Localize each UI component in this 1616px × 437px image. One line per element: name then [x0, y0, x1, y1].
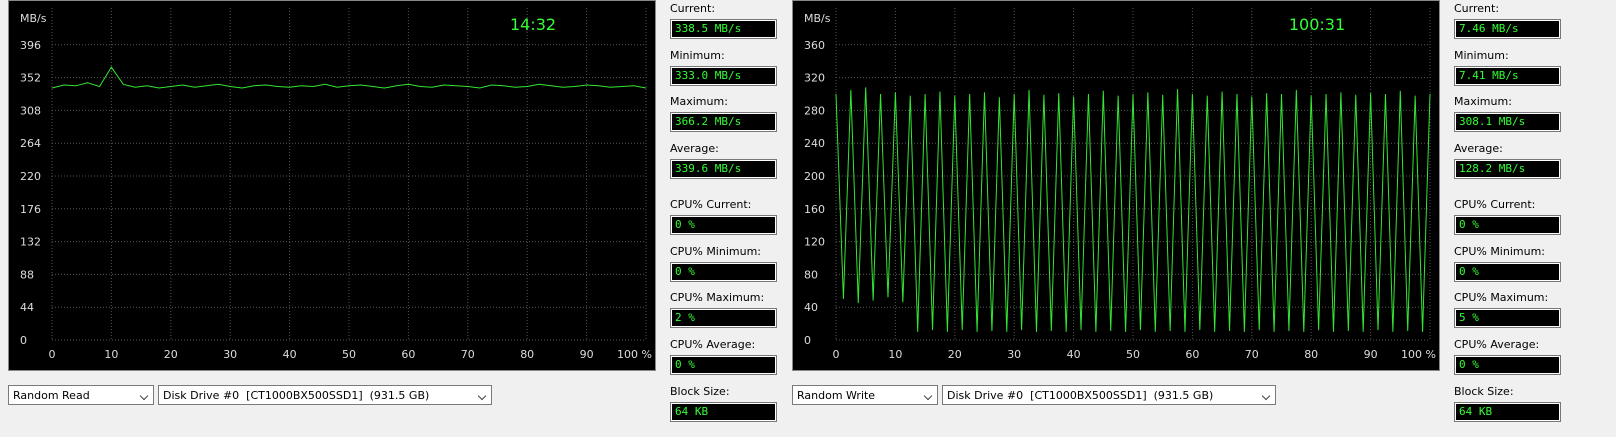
x-tick-label: 60 — [1185, 348, 1199, 361]
y-tick-label: 396 — [20, 39, 41, 52]
chart-frame — [792, 0, 1440, 371]
x-tick-label: 100 % — [617, 348, 652, 361]
chart-frame — [8, 0, 656, 371]
stat-value: 2 % — [670, 308, 777, 328]
stat-label: Current: — [1454, 2, 1500, 15]
y-axis-label: MB/s — [20, 12, 47, 25]
stat-value: 64 KB — [1454, 402, 1561, 422]
chart: MB/s 0 40 80 120 160 200 240 280 320 360 0 10 20 30 40 5… — [792, 0, 1440, 371]
x-tick-label: 60 — [401, 348, 415, 361]
stat-value: 366.2 MB/s — [670, 112, 777, 132]
y-tick-label: 40 — [804, 301, 818, 314]
x-tick-label: 40 — [283, 348, 297, 361]
x-tick-label: 100 % — [1401, 348, 1436, 361]
data-line — [51, 66, 647, 89]
y-tick-label: 0 — [20, 334, 27, 347]
y-tick-label: 352 — [20, 72, 41, 85]
y-tick-label: 320 — [804, 72, 825, 85]
x-tick-label: 50 — [342, 348, 356, 361]
x-tick-label: 90 — [580, 348, 594, 361]
drive-dropdown[interactable]: Disk Drive #0 [CT1000BX500SSD1] (931.5 G… — [158, 385, 492, 405]
stat-label: Current: — [670, 2, 716, 15]
stat-label: CPU% Minimum: — [1454, 245, 1545, 258]
stat-label: CPU% Current: — [670, 198, 752, 211]
stat-label: CPU% Average: — [670, 338, 756, 351]
x-tick-label: 10 — [104, 348, 118, 361]
x-tick-label: 50 — [1126, 348, 1140, 361]
y-tick-label: 44 — [20, 301, 34, 314]
timer: 14:32 — [510, 15, 556, 34]
x-tick-label: 80 — [520, 348, 534, 361]
y-tick-label: 160 — [804, 203, 825, 216]
stat-label: CPU% Maximum: — [1454, 291, 1549, 304]
y-tick-label: 220 — [20, 170, 41, 183]
stat-value: 7.46 MB/s — [1454, 19, 1561, 39]
stat-value: 308.1 MB/s — [1454, 112, 1561, 132]
x-tick-label: 0 — [833, 348, 840, 361]
stat-label: CPU% Average: — [1454, 338, 1540, 351]
stat-label: Block Size: — [1454, 385, 1514, 398]
timer: 100:31 — [1289, 15, 1345, 34]
y-tick-label: 360 — [804, 39, 825, 52]
stat-value: 64 KB — [670, 402, 777, 422]
stat-value: 0 % — [1454, 355, 1561, 375]
stat-value: 0 % — [670, 355, 777, 375]
stat-label: Average: — [1454, 142, 1503, 155]
x-tick-label: 70 — [461, 348, 475, 361]
data-line — [835, 87, 1431, 332]
x-tick-label: 10 — [888, 348, 902, 361]
stat-value: 128.2 MB/s — [1454, 159, 1561, 179]
test-dropdown[interactable]: Random Write — [792, 385, 938, 405]
stat-value: 0 % — [670, 262, 777, 282]
stat-value: 338.5 MB/s — [670, 19, 777, 39]
y-tick-label: 0 — [804, 334, 811, 347]
y-tick-label: 88 — [20, 268, 34, 281]
stat-label: CPU% Maximum: — [670, 291, 765, 304]
stat-value: 5 % — [1454, 308, 1561, 328]
stat-value: 339.6 MB/s — [670, 159, 777, 179]
stat-value: 0 % — [1454, 215, 1561, 235]
stat-label: Maximum: — [670, 95, 728, 108]
x-tick-label: 40 — [1067, 348, 1081, 361]
y-tick-label: 120 — [804, 236, 825, 249]
drive-dropdown[interactable]: Disk Drive #0 [CT1000BX500SSD1] (931.5 G… — [942, 385, 1276, 405]
x-tick-label: 70 — [1245, 348, 1259, 361]
stat-value: 0 % — [1454, 262, 1561, 282]
y-axis-label: MB/s — [804, 12, 831, 25]
stat-value: 7.41 MB/s — [1454, 66, 1561, 86]
stat-value: 0 % — [670, 215, 777, 235]
y-tick-label: 132 — [20, 236, 41, 249]
x-tick-label: 80 — [1304, 348, 1318, 361]
stat-label: Minimum: — [1454, 49, 1509, 62]
stat-value: 333.0 MB/s — [670, 66, 777, 86]
chart: MB/s 0 44 88 132 176 220 264 308 352 396 0 10 20 30 40 5… — [8, 0, 656, 371]
x-tick-label: 0 — [49, 348, 56, 361]
y-tick-label: 176 — [20, 203, 41, 216]
stat-label: CPU% Current: — [1454, 198, 1536, 211]
y-tick-label: 200 — [804, 170, 825, 183]
test-dropdown[interactable]: Random Read — [8, 385, 154, 405]
y-tick-label: 80 — [804, 268, 818, 281]
x-tick-label: 30 — [223, 348, 237, 361]
y-tick-label: 308 — [20, 104, 41, 117]
x-tick-label: 90 — [1364, 348, 1378, 361]
stat-label: Average: — [670, 142, 719, 155]
stat-label: CPU% Minimum: — [670, 245, 761, 258]
stat-label: Maximum: — [1454, 95, 1512, 108]
stat-label: Block Size: — [670, 385, 730, 398]
x-tick-label: 30 — [1007, 348, 1021, 361]
y-tick-label: 264 — [20, 137, 41, 150]
x-tick-label: 20 — [948, 348, 962, 361]
stat-label: Minimum: — [670, 49, 725, 62]
y-tick-label: 240 — [804, 137, 825, 150]
y-tick-label: 280 — [804, 104, 825, 117]
x-tick-label: 20 — [164, 348, 178, 361]
